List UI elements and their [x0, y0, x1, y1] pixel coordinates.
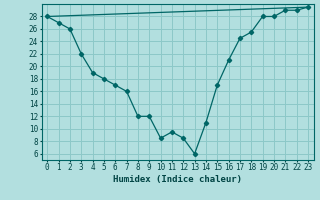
X-axis label: Humidex (Indice chaleur): Humidex (Indice chaleur)	[113, 175, 242, 184]
